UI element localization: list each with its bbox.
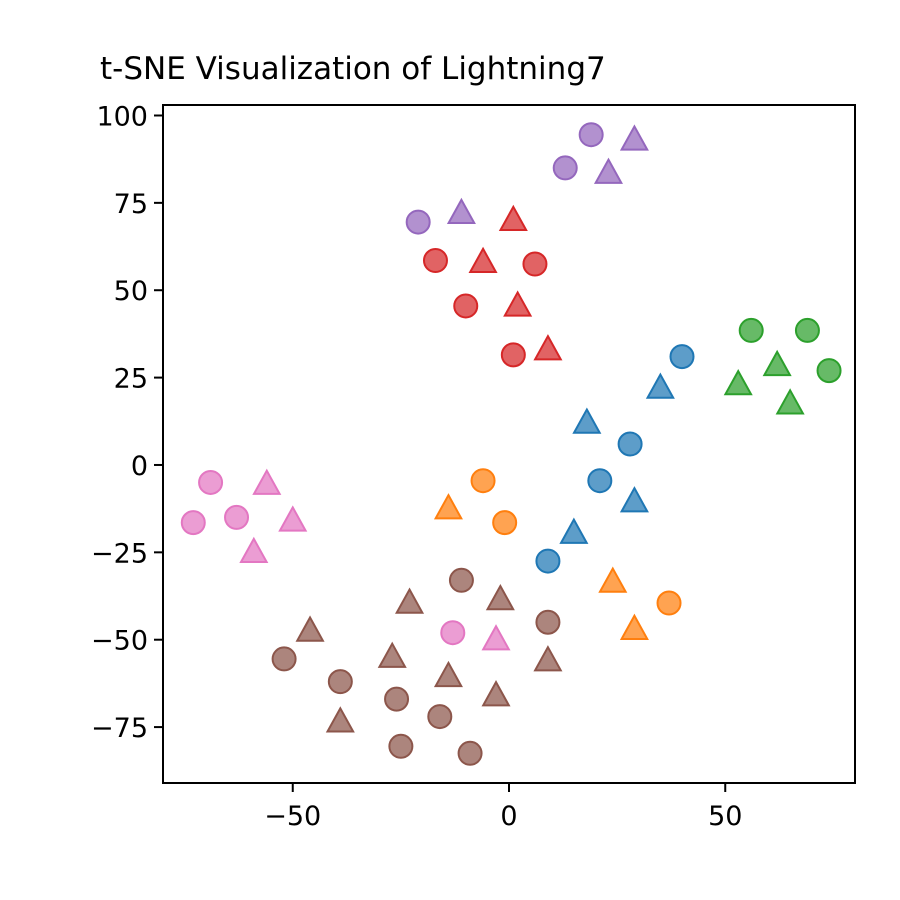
data-point-triangle (295, 615, 325, 642)
data-point-circle (384, 686, 410, 712)
data-point-circle (448, 567, 474, 593)
y-tick-label: −25 (91, 538, 148, 569)
data-point-circle (794, 317, 820, 343)
data-point-triangle (533, 334, 563, 361)
data-point-triangle (433, 493, 463, 520)
data-point-circle (198, 469, 224, 495)
x-tick-label: −50 (264, 801, 321, 832)
x-axis: −50 0 50 (264, 783, 742, 832)
data-point-circle (669, 344, 695, 370)
data-point-triangle (619, 124, 649, 151)
data-point-triangle (503, 290, 533, 317)
data-point-circle (552, 155, 578, 181)
y-tick-label: 0 (131, 451, 148, 482)
data-point-circle (453, 293, 479, 319)
data-point-triangle (468, 246, 498, 273)
x-tick-label: 0 (500, 801, 517, 832)
data-point-circle (738, 317, 764, 343)
data-point-triangle (395, 587, 425, 614)
data-point-triangle (533, 645, 563, 672)
data-point-triangle (572, 407, 602, 434)
data-point-circle (405, 209, 431, 235)
data-point-triangle (325, 706, 355, 733)
data-point-triangle (619, 613, 649, 640)
x-tick-label: 50 (708, 801, 742, 832)
data-point-triangle (723, 369, 753, 396)
data-points (180, 122, 842, 766)
data-point-circle (656, 590, 682, 616)
data-point-circle (816, 358, 842, 384)
data-point-triangle (433, 660, 463, 688)
plot-frame (162, 104, 856, 784)
data-point-circle (500, 342, 526, 368)
data-point-circle (587, 468, 613, 494)
data-point-circle (457, 740, 483, 766)
data-point-triangle (239, 536, 269, 564)
y-tick-label: 50 (114, 276, 148, 307)
y-tick-label: 100 (96, 101, 148, 132)
data-point-triangle (498, 204, 528, 232)
chart-title: t-SNE Visualization of Lightning7 (100, 51, 606, 87)
data-point-triangle (377, 641, 407, 668)
y-axis: −75 −50 −25 0 25 50 75 100 (91, 101, 163, 744)
y-tick-label: 75 (114, 189, 148, 220)
data-point-circle (388, 733, 414, 759)
data-point-circle (578, 122, 604, 148)
data-point-circle (327, 669, 353, 695)
data-point-triangle (619, 486, 649, 513)
data-point-circle (271, 646, 297, 672)
data-point-circle (617, 431, 643, 457)
data-point-triangle (485, 583, 515, 611)
data-point-triangle (252, 468, 282, 495)
data-point-circle (180, 510, 206, 536)
data-point-circle (427, 704, 453, 730)
data-point-triangle (645, 372, 675, 399)
data-point-triangle (775, 388, 805, 415)
data-point-triangle (559, 517, 589, 544)
data-point-circle (492, 510, 518, 536)
data-point-circle (224, 504, 250, 530)
data-point-triangle (446, 197, 476, 225)
data-point-triangle (481, 624, 511, 651)
data-point-circle (470, 468, 496, 494)
data-point-circle (535, 548, 561, 574)
y-tick-label: 25 (114, 364, 148, 395)
data-point-circle (522, 251, 548, 277)
y-tick-label: −50 (91, 626, 148, 657)
data-point-triangle (278, 505, 308, 532)
data-point-circle (440, 620, 466, 646)
data-point-circle (422, 248, 448, 274)
data-point-triangle (481, 680, 511, 707)
data-point-circle (535, 609, 561, 635)
data-point-triangle (762, 349, 792, 377)
data-point-triangle (598, 566, 628, 593)
y-tick-label: −75 (91, 713, 148, 744)
data-point-triangle (593, 157, 623, 184)
